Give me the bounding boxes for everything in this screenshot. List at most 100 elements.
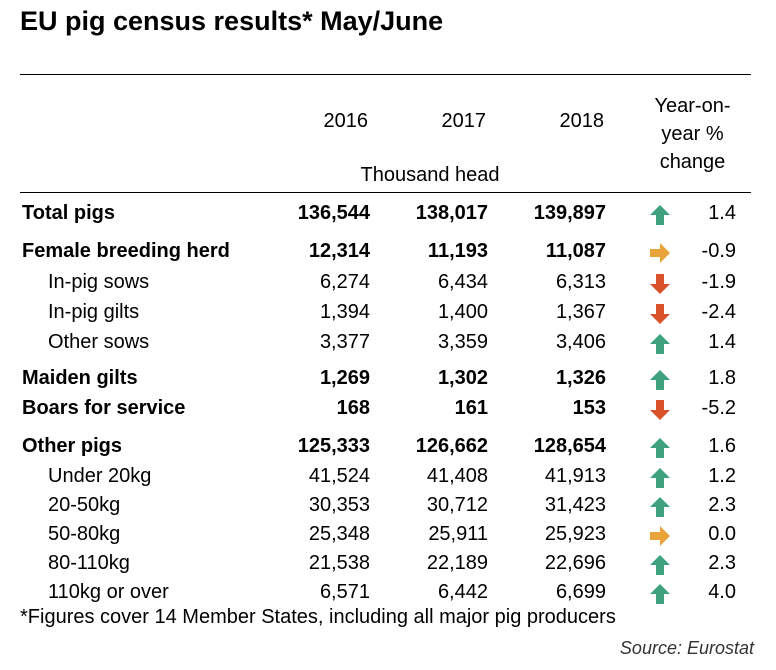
value-2018: 1,367	[555, 301, 606, 323]
value-2017: 138,017	[415, 202, 488, 224]
table-row: Under 20kg 41,524 41,408 41,913 1.2	[0, 462, 776, 492]
row-label: Under 20kg	[48, 465, 152, 487]
column-header-change: Year-on- year % change	[630, 92, 755, 176]
table-row: Other pigs 125,333 126,662 128,654 1.6	[0, 432, 776, 462]
value-2017: 11,193	[427, 240, 488, 262]
value-2018: 11,087	[545, 240, 606, 262]
table-row: Female breeding herd 12,314 11,193 11,087 -0…	[0, 237, 776, 267]
value-2017: 25,911	[428, 523, 488, 545]
arrow-up-icon	[650, 468, 670, 488]
top-rule	[20, 74, 751, 75]
value-2017: 1,400	[437, 301, 488, 323]
value-2018: 1,326	[555, 367, 606, 389]
source-note: Source: Eurostat	[619, 638, 754, 658]
table-row: Maiden gilts 1,269 1,302 1,326 1.8	[0, 364, 776, 394]
value-2018: 22,696	[544, 552, 606, 574]
arrow-up-icon	[650, 370, 670, 390]
change-value: 1.4	[708, 331, 736, 353]
column-header-2018: 2018	[559, 110, 605, 132]
row-label: Boars for service	[22, 397, 186, 419]
value-2016: 1,394	[319, 301, 370, 323]
value-2018: 153	[572, 397, 606, 419]
arrow-up-icon	[650, 438, 670, 458]
arrow-down-icon	[650, 274, 670, 294]
row-label: Female breeding herd	[22, 240, 230, 262]
value-2017: 6,434	[437, 271, 488, 293]
change-value: 1.4	[708, 202, 736, 224]
value-2016: 6,571	[319, 581, 370, 603]
value-2017: 30,712	[426, 494, 488, 516]
row-label: Other sows	[48, 331, 150, 353]
value-2017: 22,189	[426, 552, 488, 574]
value-2016: 30,353	[308, 494, 370, 516]
row-label: In-pig gilts	[48, 301, 140, 323]
change-value: -5.2	[701, 397, 736, 419]
value-2018: 31,423	[544, 494, 606, 516]
row-label: Other pigs	[22, 435, 123, 457]
value-2017: 161	[454, 397, 488, 419]
value-2017: 41,408	[426, 465, 488, 487]
table-row: In-pig gilts 1,394 1,400 1,367 -2.4	[0, 298, 776, 328]
table-row: 80-110kg 21,538 22,189 22,696 2.3	[0, 549, 776, 579]
value-2017: 3,359	[437, 331, 488, 353]
value-2016: 6,274	[319, 271, 370, 293]
column-header-2016: 2016	[323, 110, 369, 132]
arrow-up-icon	[650, 497, 670, 517]
table-row: 20-50kg 30,353 30,712 31,423 2.3	[0, 491, 776, 521]
column-header-2017: 2017	[441, 110, 487, 132]
arrow-up-icon	[650, 555, 670, 575]
table-row: 110kg or over 6,571 6,442 6,699 4.0	[0, 578, 776, 608]
change-value: 0.0	[708, 523, 736, 545]
table-row: 50-80kg 25,348 25,911 25,923 0.0	[0, 520, 776, 550]
page-title: EU pig census results* May/June	[20, 6, 444, 36]
arrow-down-icon	[650, 304, 670, 324]
row-label: 110kg or over	[48, 581, 169, 603]
arrow-up-icon	[650, 584, 670, 604]
value-2016: 12,314	[308, 240, 370, 262]
arrow-up-icon	[650, 205, 670, 225]
change-value: -2.4	[701, 301, 736, 323]
value-2018: 128,654	[533, 435, 606, 457]
value-2018: 139,897	[533, 202, 606, 224]
change-value: -1.9	[701, 271, 736, 293]
row-label: Maiden gilts	[22, 367, 138, 389]
value-2016: 125,333	[297, 435, 370, 457]
value-2016: 21,538	[308, 552, 370, 574]
value-2018: 6,699	[555, 581, 606, 603]
change-value: -0.9	[701, 240, 736, 262]
change-value: 4.0	[708, 581, 736, 603]
value-2018: 3,406	[555, 331, 606, 353]
value-2017: 126,662	[415, 435, 488, 457]
value-2016: 25,348	[308, 523, 370, 545]
value-2016: 41,524	[308, 465, 370, 487]
change-value: 2.3	[708, 494, 736, 516]
value-2017: 1,302	[437, 367, 488, 389]
table-row: Total pigs 136,544 138,017 139,897 1.4	[0, 199, 776, 229]
arrow-up-icon	[650, 334, 670, 354]
value-2016: 136,544	[297, 202, 370, 224]
change-value: 1.2	[708, 465, 736, 487]
table-row: Other sows 3,377 3,359 3,406 1.4	[0, 328, 776, 358]
arrow-right-icon	[650, 243, 670, 263]
change-header-line1: Year-on-	[654, 95, 731, 117]
change-header-line2: year %	[661, 123, 724, 145]
value-2016: 1,269	[319, 367, 370, 389]
row-label: 50-80kg	[48, 523, 121, 545]
change-header-line3: change	[659, 151, 726, 173]
table-row: In-pig sows 6,274 6,434 6,313 -1.9	[0, 268, 776, 298]
row-label: 20-50kg	[48, 494, 121, 516]
footnote: *Figures cover 14 Member States, includi…	[20, 606, 616, 628]
header-rule	[20, 192, 751, 193]
row-label: 80-110kg	[48, 552, 130, 574]
value-2017: 6,442	[437, 581, 488, 603]
change-value: 1.6	[708, 435, 736, 457]
unit-label: Thousand head	[360, 164, 500, 186]
arrow-down-icon	[650, 400, 670, 420]
value-2018: 25,923	[544, 523, 606, 545]
value-2018: 41,913	[544, 465, 606, 487]
row-label: Total pigs	[22, 202, 115, 224]
value-2016: 3,377	[319, 331, 370, 353]
change-value: 1.8	[708, 367, 736, 389]
value-2016: 168	[336, 397, 370, 419]
table-row: Boars for service 168 161 153 -5.2	[0, 394, 776, 424]
